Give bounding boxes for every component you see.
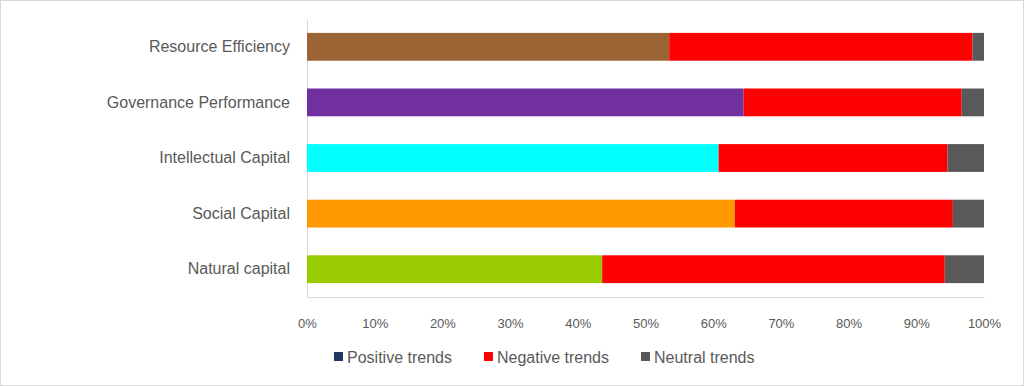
x-tick-label: 100%: [968, 316, 1002, 331]
y-tick-label: Social Capital: [192, 205, 290, 222]
x-tick: 60%: [701, 297, 727, 331]
legend-swatch: [334, 352, 343, 361]
legend-item: Negative trends: [484, 349, 609, 366]
y-tick-label: Resource Efficiency: [149, 38, 290, 55]
bar-segment: [307, 200, 735, 228]
x-tick-label: 80%: [836, 316, 862, 331]
x-tick: 50%: [633, 297, 659, 331]
y-tick: Intellectual Capital: [159, 149, 307, 166]
legend-item: Neutral trends: [641, 349, 755, 366]
bar-segment: [719, 144, 948, 172]
bar-segment: [735, 200, 953, 228]
x-tick: 100%: [968, 297, 1002, 331]
x-tick: 80%: [836, 297, 862, 331]
chart: 0% 10% 20% 30% 40% 50% 60% 70% 80% 90% 100% Resourc…: [0, 0, 1024, 386]
legend-item: Positive trends: [334, 349, 452, 366]
bar-segment: [962, 89, 984, 117]
bar-segment: [307, 255, 602, 283]
bar-segment: [945, 255, 984, 283]
x-tick: 40%: [565, 297, 591, 331]
x-tick-label: 0%: [298, 316, 317, 331]
x-tick: 70%: [768, 297, 794, 331]
bar-segment: [744, 89, 962, 117]
y-tick: Social Capital: [192, 205, 307, 222]
x-tick-label: 60%: [701, 316, 727, 331]
y-tick-label: Intellectual Capital: [159, 149, 290, 166]
legend-swatch: [484, 352, 493, 361]
x-tick-label: 10%: [362, 316, 388, 331]
bar-segment: [602, 255, 945, 283]
bars: [307, 33, 984, 283]
y-tick: Resource Efficiency: [149, 38, 307, 55]
x-tick-label: 30%: [498, 316, 524, 331]
bar-segment: [953, 200, 984, 228]
x-tick: 90%: [904, 297, 930, 331]
x-tick-label: 50%: [633, 316, 659, 331]
bar-segment: [947, 144, 984, 172]
bar-segment: [669, 33, 972, 61]
x-tick-label: 70%: [768, 316, 794, 331]
x-tick: 20%: [430, 297, 456, 331]
x-axis-line: [308, 297, 985, 298]
x-tick: 10%: [362, 297, 388, 331]
y-tick-label: Natural capital: [188, 260, 290, 277]
x-tick-label: 20%: [430, 316, 456, 331]
legend-label: Neutral trends: [654, 349, 755, 366]
y-tick: Natural capital: [188, 260, 307, 277]
legend-label: Positive trends: [347, 349, 452, 366]
legend-swatch: [641, 352, 650, 361]
bar-segment: [307, 144, 719, 172]
x-tick: 0%: [298, 297, 317, 331]
y-axis: Resource Efficiency Governance Performanc…: [107, 20, 308, 298]
x-tick: 30%: [498, 297, 524, 331]
x-tick-label: 40%: [565, 316, 591, 331]
legend: Positive trends Negative trends Neutral tr…: [334, 349, 755, 366]
bar-segment: [307, 33, 669, 61]
x-axis: 0% 10% 20% 30% 40% 50% 60% 70% 80% 90% 100%: [298, 297, 1001, 331]
bar-segment: [307, 89, 744, 117]
chart-frame: [1, 1, 1024, 386]
legend-label: Negative trends: [497, 349, 609, 366]
y-tick: Governance Performance: [107, 94, 307, 111]
x-tick-label: 90%: [904, 316, 930, 331]
y-tick-label: Governance Performance: [107, 94, 290, 111]
bar-segment: [972, 33, 984, 61]
